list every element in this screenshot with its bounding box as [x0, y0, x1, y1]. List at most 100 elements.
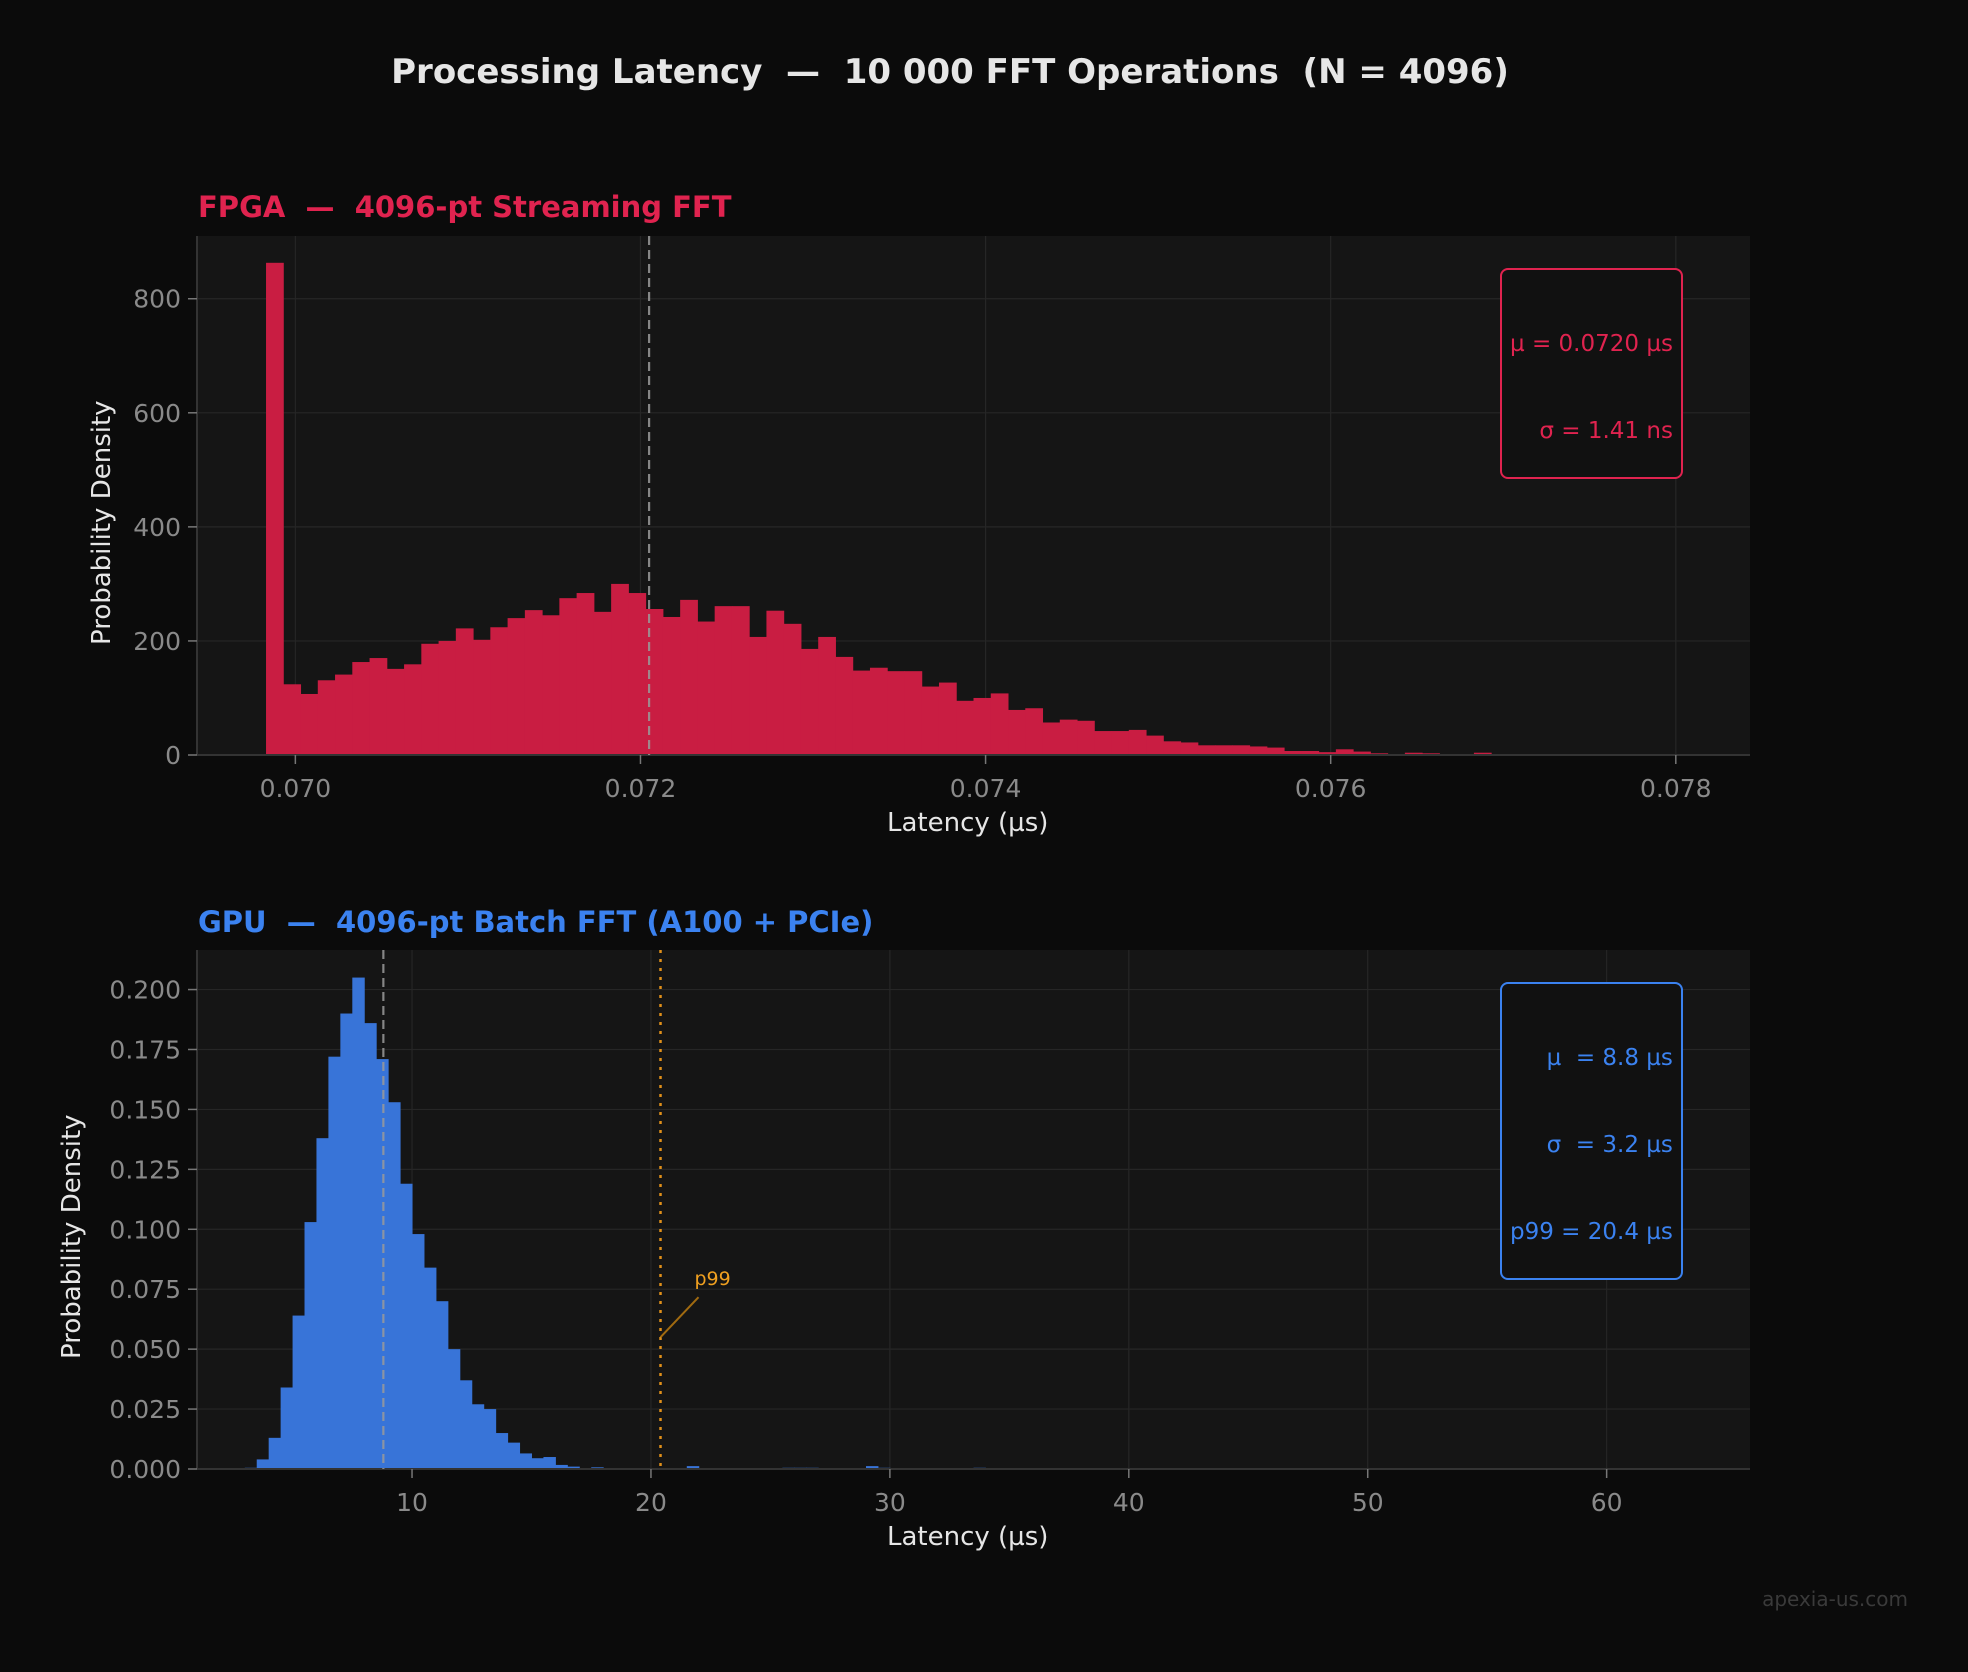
gpu-sigma-stat: σ = 3.2 µs — [1546, 1132, 1673, 1158]
gpu-bar — [316, 1138, 329, 1469]
fpga-y-tick-label: 600 — [133, 399, 181, 428]
gpu-x-tick-label: 30 — [874, 1488, 906, 1517]
fpga-bar — [369, 658, 388, 755]
fpga-bar — [1215, 745, 1233, 755]
gpu-bar — [531, 1458, 544, 1469]
fpga-bar — [542, 615, 560, 755]
fpga-bar — [731, 606, 750, 755]
gpu-p99-stat: p99 = 20.4 µs — [1510, 1219, 1673, 1245]
fpga-bar — [1473, 752, 1492, 755]
fpga-bar — [266, 262, 284, 755]
gpu-bar — [483, 1409, 497, 1469]
gpu-bars — [244, 977, 986, 1469]
fpga-bar — [1163, 741, 1182, 755]
fpga-x-tick-label: 0.078 — [1640, 774, 1712, 803]
gpu-bar — [352, 977, 365, 1469]
fpga-bar — [473, 639, 491, 755]
gpu-panel-title: GPU — 4096-pt Batch FFT (A100 + PCIe) — [198, 905, 874, 939]
fpga-bar — [611, 583, 629, 755]
fpga-bar — [628, 593, 647, 755]
fpga-bar — [1059, 719, 1078, 755]
fpga-bar — [1128, 729, 1147, 755]
fpga-panel-title: FPGA — 4096-pt Streaming FFT — [198, 190, 732, 224]
gpu-x-tick-label: 50 — [1352, 1488, 1384, 1517]
fpga-bar — [869, 667, 888, 755]
fpga-bar — [1232, 745, 1251, 755]
fpga-bar — [283, 684, 302, 755]
gpu-bar — [495, 1433, 509, 1469]
fpga-x-tick-label: 0.072 — [605, 774, 677, 803]
gpu-y-tick-label: 0.100 — [109, 1215, 181, 1244]
gpu-y-axis-label: Probability Density — [57, 1114, 87, 1359]
p99-annotation-label: p99 — [695, 1268, 731, 1290]
fpga-bar — [973, 697, 992, 755]
gpu-bar — [519, 1453, 532, 1469]
fpga-bar — [904, 671, 923, 755]
fpga-y-tick-label: 200 — [133, 627, 181, 656]
fpga-bar — [1111, 731, 1130, 755]
fpga-bar — [317, 680, 336, 755]
fpga-bar — [1404, 752, 1423, 755]
fpga-bar — [749, 636, 767, 755]
gpu-bar — [567, 1466, 580, 1469]
gpu-bar — [471, 1404, 485, 1469]
gpu-bar — [423, 1267, 437, 1469]
fpga-bar — [697, 621, 716, 755]
fpga-bar — [938, 682, 957, 755]
fpga-bar — [404, 664, 422, 755]
fpga-y-tick-label: 0 — [165, 741, 181, 770]
gpu-y-tick-label: 0.200 — [109, 976, 181, 1005]
fpga-bar — [1146, 735, 1164, 755]
fpga-bar — [1008, 709, 1026, 755]
gpu-bar — [447, 1349, 461, 1469]
fpga-bar — [990, 693, 1009, 755]
gpu-y-tick-label: 0.075 — [109, 1275, 181, 1304]
gpu-y-tick-label: 0.050 — [109, 1335, 181, 1364]
gpu-bar — [686, 1466, 700, 1469]
gpu-y-tick-label: 0.025 — [109, 1395, 181, 1424]
fpga-bar — [1077, 720, 1095, 755]
fpga-bar — [800, 648, 819, 755]
gpu-bar — [328, 1056, 341, 1469]
gpu-x-axis-label: Latency (µs) — [887, 1522, 1049, 1552]
fpga-bar — [766, 610, 785, 755]
fpga-bar — [1318, 752, 1337, 755]
fpga-bar — [1094, 731, 1113, 755]
fpga-mean-stat: µ = 0.0720 µs — [1510, 331, 1673, 357]
gpu-bar — [364, 1023, 377, 1469]
fpga-x-tick-label: 0.070 — [260, 774, 332, 803]
gpu-bar — [340, 1013, 353, 1469]
fpga-bar — [335, 674, 353, 755]
fpga-y-tick-label: 800 — [133, 285, 181, 314]
fpga-bar — [818, 636, 836, 755]
fpga-bar — [835, 656, 854, 755]
fpga-bar — [1335, 749, 1354, 755]
fpga-bar — [490, 627, 509, 755]
fpga-bar — [438, 640, 457, 755]
gpu-mean-stat: µ = 8.8 µs — [1546, 1045, 1673, 1071]
gpu-bar — [268, 1437, 282, 1469]
gpu-bar — [507, 1442, 521, 1469]
gpu-bar — [400, 1183, 413, 1469]
watermark: apexia-us.com — [1762, 1587, 1908, 1611]
gpu-bar — [304, 1222, 317, 1469]
gpu-bar — [280, 1387, 294, 1469]
fpga-bar — [524, 610, 543, 755]
gpu-x-tick-label: 10 — [396, 1488, 428, 1517]
fpga-bar — [576, 593, 595, 755]
fpga-bar — [352, 662, 371, 755]
fpga-sigma-stat: σ = 1.41 ns — [1539, 418, 1673, 444]
fpga-bar — [662, 616, 681, 755]
fpga-bar — [507, 618, 526, 755]
fpga-bar — [1180, 742, 1199, 755]
gpu-bar — [412, 1234, 425, 1469]
fpga-bar — [300, 693, 319, 755]
fpga-bar — [714, 606, 733, 755]
fpga-bar — [1025, 708, 1044, 755]
gpu-stats-box: µ = 8.8 µs σ = 3.2 µs p99 = 20.4 µs — [1500, 982, 1683, 1280]
gpu-bar — [459, 1380, 473, 1469]
gpu-x-tick-label: 40 — [1113, 1488, 1145, 1517]
fpga-x-tick-label: 0.076 — [1295, 774, 1367, 803]
